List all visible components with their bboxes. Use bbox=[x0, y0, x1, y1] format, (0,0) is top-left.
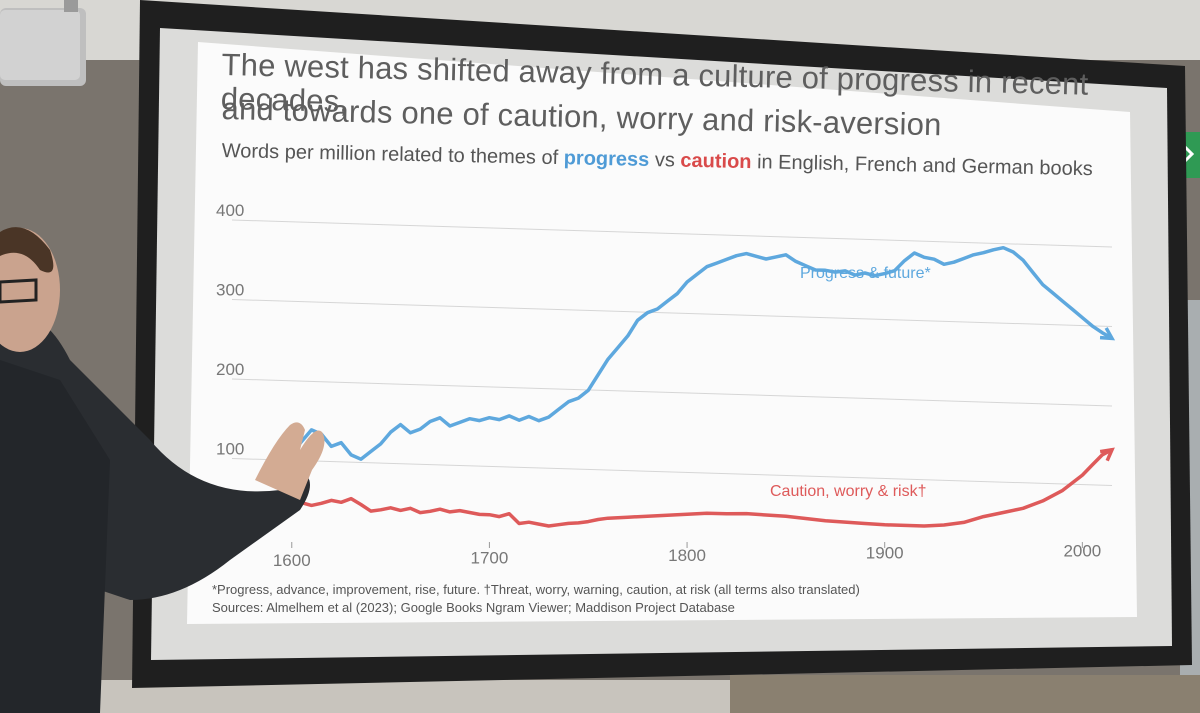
y-tick-label: 400 bbox=[216, 201, 244, 220]
curtain bbox=[730, 675, 1200, 713]
y-tick-label: 200 bbox=[216, 360, 244, 379]
caution-series-line bbox=[275, 448, 1113, 528]
caution-arrow-icon bbox=[1099, 447, 1115, 462]
series-labels: Progress & future* Caution, worry & risk† bbox=[770, 265, 931, 500]
subtitle-mid: vs bbox=[649, 148, 681, 172]
x-axis-ticks: 1600 1700 1800 1900 2000 bbox=[273, 541, 1101, 569]
chart: 100 200 300 400 1600 1700 1800 1900 2000 Progre… bbox=[216, 201, 1116, 570]
keyword-caution: caution bbox=[680, 149, 752, 174]
gridlines bbox=[231, 219, 1113, 486]
x-tick-label: 1600 bbox=[273, 551, 311, 570]
x-tick-label: 1700 bbox=[470, 548, 508, 567]
progress-series-label: Progress & future* bbox=[800, 265, 931, 282]
footnote: *Progress, advance, improvement, rise, f… bbox=[212, 582, 860, 597]
sources: Sources: Almelhem et al (2023); Google B… bbox=[212, 600, 735, 615]
caution-series-label: Caution, worry & risk† bbox=[770, 483, 927, 500]
progress-arrow-icon bbox=[1099, 327, 1116, 341]
gridline bbox=[231, 299, 1113, 327]
y-axis-ticks: 100 200 300 400 bbox=[216, 201, 244, 459]
gridline bbox=[231, 219, 1113, 248]
presenter bbox=[0, 227, 325, 713]
projector-icon bbox=[0, 0, 86, 86]
gridline bbox=[231, 378, 1113, 407]
x-tick-label: 1900 bbox=[866, 544, 904, 563]
series-lines bbox=[274, 245, 1116, 528]
y-tick-label: 100 bbox=[216, 440, 244, 459]
x-tick-label: 1800 bbox=[668, 546, 706, 565]
subtitle-post: in English, French and German books bbox=[751, 151, 1093, 181]
y-tick-label: 300 bbox=[216, 281, 244, 300]
x-tick-label: 2000 bbox=[1063, 541, 1101, 560]
slide-subtitle-keywords: Words per million related to themes of p… bbox=[222, 140, 1102, 180]
gridline bbox=[231, 458, 1113, 486]
progress-series-line bbox=[274, 245, 1113, 490]
subtitle-pre: Words per million related to themes of bbox=[221, 140, 564, 170]
keyword-progress: progress bbox=[563, 147, 650, 171]
